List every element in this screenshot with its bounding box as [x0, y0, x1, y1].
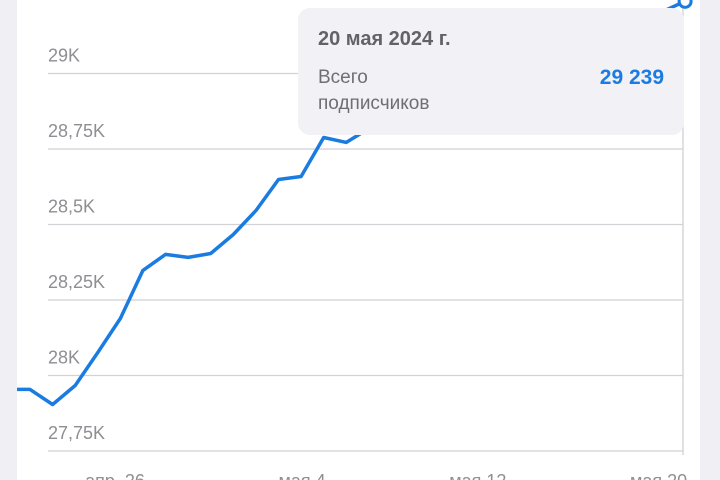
y-tick-label: 28,25K [48, 272, 105, 292]
tooltip-value: 29 239 [599, 66, 664, 89]
x-tick-label: мая 20 [630, 471, 687, 480]
tooltip-date: 20 мая 2024 г. [318, 28, 451, 50]
y-tick-label: 28,75K [48, 121, 105, 141]
x-tick-label: мая 12 [449, 471, 506, 480]
tooltip-label: Всего подписчиков [318, 67, 430, 114]
y-tick-label: 27,75K [48, 423, 105, 443]
x-tick-label: апр. 26 [85, 471, 145, 480]
y-tick-label: 28K [48, 348, 80, 368]
chart-tooltip: 20 мая 2024 г. Всего подписчиков 29 239 [298, 8, 684, 135]
y-tick-label: 28,5K [48, 197, 95, 217]
selected-point-marker [677, 0, 693, 9]
chart-card: 27,75K 28K 28,25K 28,5K 28,75K 29K апр. 26 мая … [17, 0, 700, 480]
y-tick-label: 29K [48, 46, 80, 66]
x-tick-label: мая 4 [279, 471, 326, 480]
